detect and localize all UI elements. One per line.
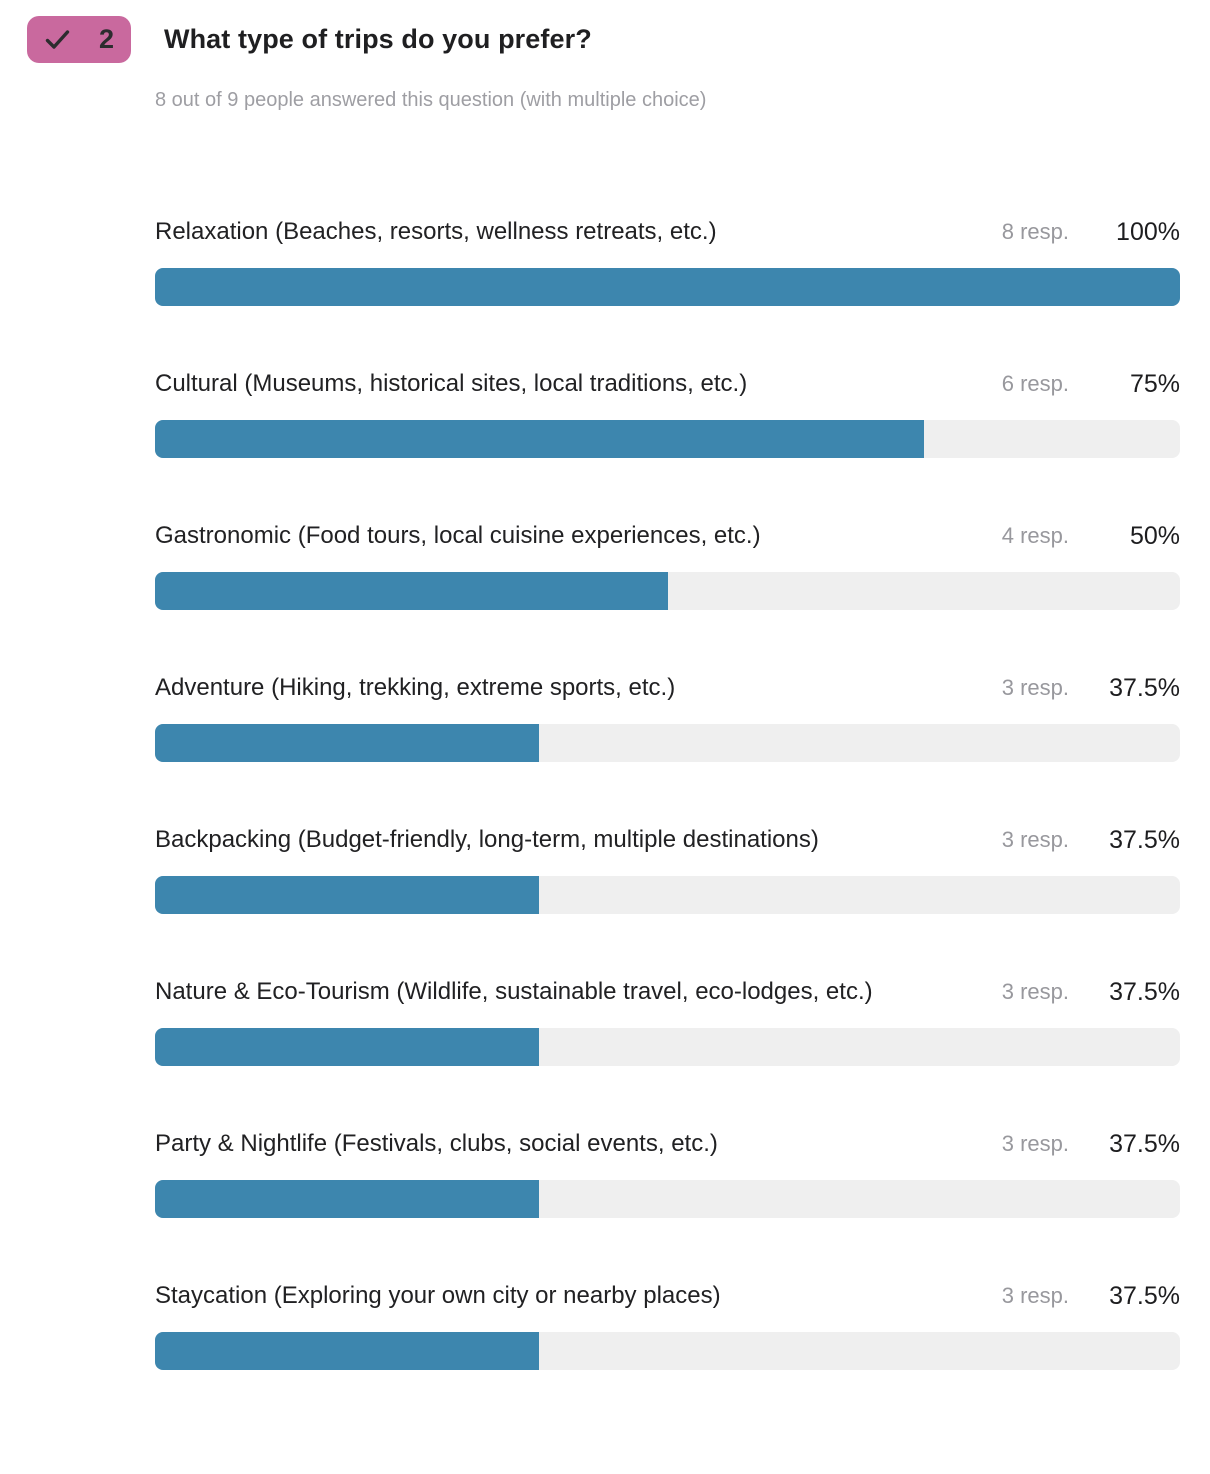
option-percentage: 75% xyxy=(1129,370,1180,398)
option-label: Gastronomic (Food tours, local cuisine e… xyxy=(155,522,761,549)
option-percentage: 100% xyxy=(1116,218,1180,246)
option-row-party-nightlife: Party & Nightlife (Festivals, clubs, soc… xyxy=(155,1125,1180,1218)
option-bar-fill xyxy=(155,876,540,914)
option-bar-fill xyxy=(155,724,540,762)
option-row-cultural: Cultural (Museums, historical sites, loc… xyxy=(155,365,1180,458)
option-percentage: 37.5% xyxy=(1109,1130,1180,1158)
option-response-count: 3 resp. xyxy=(1001,979,1069,1004)
question-title: What type of trips do you prefer? xyxy=(164,24,592,54)
option-percentage: 37.5% xyxy=(1109,826,1180,854)
option-row-backpacking: Backpacking (Budget-friendly, long-term,… xyxy=(155,821,1180,914)
option-row-nature-eco-tourism: Nature & Eco-Tourism (Wildlife, sustaina… xyxy=(155,973,1180,1066)
option-label: Backpacking (Budget-friendly, long-term,… xyxy=(155,826,819,853)
option-bar-track xyxy=(155,876,1180,914)
option-response-count: 3 resp. xyxy=(1001,675,1069,700)
option-bar-track xyxy=(155,572,1180,610)
option-percentage: 50% xyxy=(1129,522,1180,550)
option-bar-fill xyxy=(155,1332,540,1370)
option-response-count: 8 resp. xyxy=(1001,219,1069,244)
option-bar-track xyxy=(155,1028,1180,1066)
bottom-fade-overlay xyxy=(670,1390,1210,1474)
checkmark-icon xyxy=(44,28,71,51)
option-percentage: 37.5% xyxy=(1109,674,1180,702)
option-bar-fill xyxy=(155,1028,540,1066)
option-bar-fill xyxy=(155,420,924,458)
option-row-gastronomic: Gastronomic (Food tours, local cuisine e… xyxy=(155,517,1180,610)
option-percentage: 37.5% xyxy=(1109,978,1180,1006)
option-response-count: 3 resp. xyxy=(1001,827,1069,852)
option-percentage: 37.5% xyxy=(1109,1282,1180,1310)
option-label: Staycation (Exploring your own city or n… xyxy=(155,1282,721,1309)
option-bar-fill xyxy=(155,572,668,610)
option-bar-track xyxy=(155,1332,1180,1370)
question-header: 2 What type of trips do you prefer? 8 ou… xyxy=(0,0,1210,113)
option-row-adventure: Adventure (Hiking, trekking, extreme spo… xyxy=(155,669,1180,762)
question-subtitle: 8 out of 9 people answered this question… xyxy=(155,89,707,111)
option-label: Adventure (Hiking, trekking, extreme spo… xyxy=(155,674,676,701)
option-label: Relaxation (Beaches, resorts, wellness r… xyxy=(155,218,717,245)
option-label: Party & Nightlife (Festivals, clubs, soc… xyxy=(155,1130,718,1157)
option-bar-track xyxy=(155,268,1180,306)
option-row-relaxation: Relaxation (Beaches, resorts, wellness r… xyxy=(155,213,1180,306)
option-response-count: 4 resp. xyxy=(1001,523,1069,548)
option-bar-track xyxy=(155,420,1180,458)
option-bar-fill xyxy=(155,268,1180,306)
option-bar-track xyxy=(155,724,1180,762)
option-label: Cultural (Museums, historical sites, loc… xyxy=(155,370,748,397)
question-number: 2 xyxy=(98,24,114,54)
option-response-count: 6 resp. xyxy=(1001,371,1069,396)
option-bar-track xyxy=(155,1180,1180,1218)
option-response-count: 3 resp. xyxy=(1001,1283,1069,1308)
option-row-staycation: Staycation (Exploring your own city or n… xyxy=(155,1277,1180,1370)
option-label: Nature & Eco-Tourism (Wildlife, sustaina… xyxy=(155,978,873,1005)
results-list: Relaxation (Beaches, resorts, wellness r… xyxy=(0,213,1210,1370)
question-number-badge: 2 xyxy=(27,16,131,63)
option-response-count: 3 resp. xyxy=(1001,1131,1069,1156)
option-bar-fill xyxy=(155,1180,540,1218)
